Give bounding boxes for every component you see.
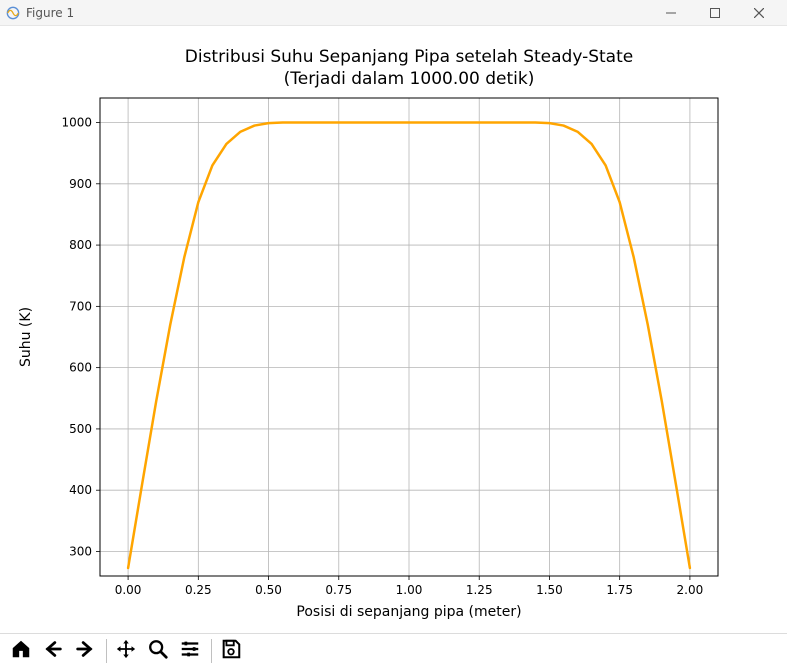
ytick-label: 300 bbox=[69, 544, 92, 558]
xtick-label: 2.00 bbox=[677, 583, 704, 597]
window-maximize-button[interactable] bbox=[693, 0, 737, 26]
window-close-button[interactable] bbox=[737, 0, 781, 26]
home-icon bbox=[10, 638, 32, 664]
chart-title-line2: (Terjadi dalam 1000.00 detik) bbox=[284, 69, 535, 89]
xtick-label: 1.75 bbox=[606, 583, 633, 597]
window-minimize-button[interactable] bbox=[649, 0, 693, 26]
ytick-label: 400 bbox=[69, 483, 92, 497]
configure-icon bbox=[179, 638, 201, 664]
zoom-button[interactable] bbox=[143, 636, 173, 666]
toolbar-separator bbox=[211, 639, 212, 663]
xtick-label: 1.50 bbox=[536, 583, 563, 597]
configure-subplots-button[interactable] bbox=[175, 636, 205, 666]
zoom-icon bbox=[147, 638, 169, 664]
window-title: Figure 1 bbox=[26, 6, 74, 20]
save-button[interactable] bbox=[216, 636, 246, 666]
forward-button[interactable] bbox=[70, 636, 100, 666]
back-icon bbox=[42, 638, 64, 664]
xtick-label: 1.25 bbox=[466, 583, 493, 597]
ytick-label: 500 bbox=[69, 422, 92, 436]
navigation-toolbar bbox=[0, 633, 787, 667]
forward-icon bbox=[74, 638, 96, 664]
ytick-label: 800 bbox=[69, 238, 92, 252]
xtick-label: 0.00 bbox=[115, 583, 142, 597]
toolbar-separator bbox=[106, 639, 107, 663]
save-icon bbox=[220, 638, 242, 664]
xlabel: Posisi di sepanjang pipa (meter) bbox=[296, 604, 521, 620]
xtick-label: 0.25 bbox=[185, 583, 212, 597]
ylabel: Suhu (K) bbox=[18, 307, 34, 367]
pan-icon bbox=[115, 638, 137, 664]
chart-title-line1: Distribusi Suhu Sepanjang Pipa setelah S… bbox=[185, 47, 633, 67]
home-button[interactable] bbox=[6, 636, 36, 666]
xtick-label: 0.50 bbox=[255, 583, 282, 597]
xtick-label: 0.75 bbox=[325, 583, 352, 597]
app-icon bbox=[6, 6, 20, 20]
ytick-label: 700 bbox=[69, 299, 92, 313]
xtick-label: 1.00 bbox=[396, 583, 423, 597]
pan-button[interactable] bbox=[111, 636, 141, 666]
ytick-label: 600 bbox=[69, 361, 92, 375]
window-titlebar: Figure 1 bbox=[0, 0, 787, 26]
figure-canvas[interactable]: Distribusi Suhu Sepanjang Pipa setelah S… bbox=[0, 26, 787, 633]
ytick-label: 1000 bbox=[61, 116, 92, 130]
back-button[interactable] bbox=[38, 636, 68, 666]
ytick-label: 900 bbox=[69, 177, 92, 191]
